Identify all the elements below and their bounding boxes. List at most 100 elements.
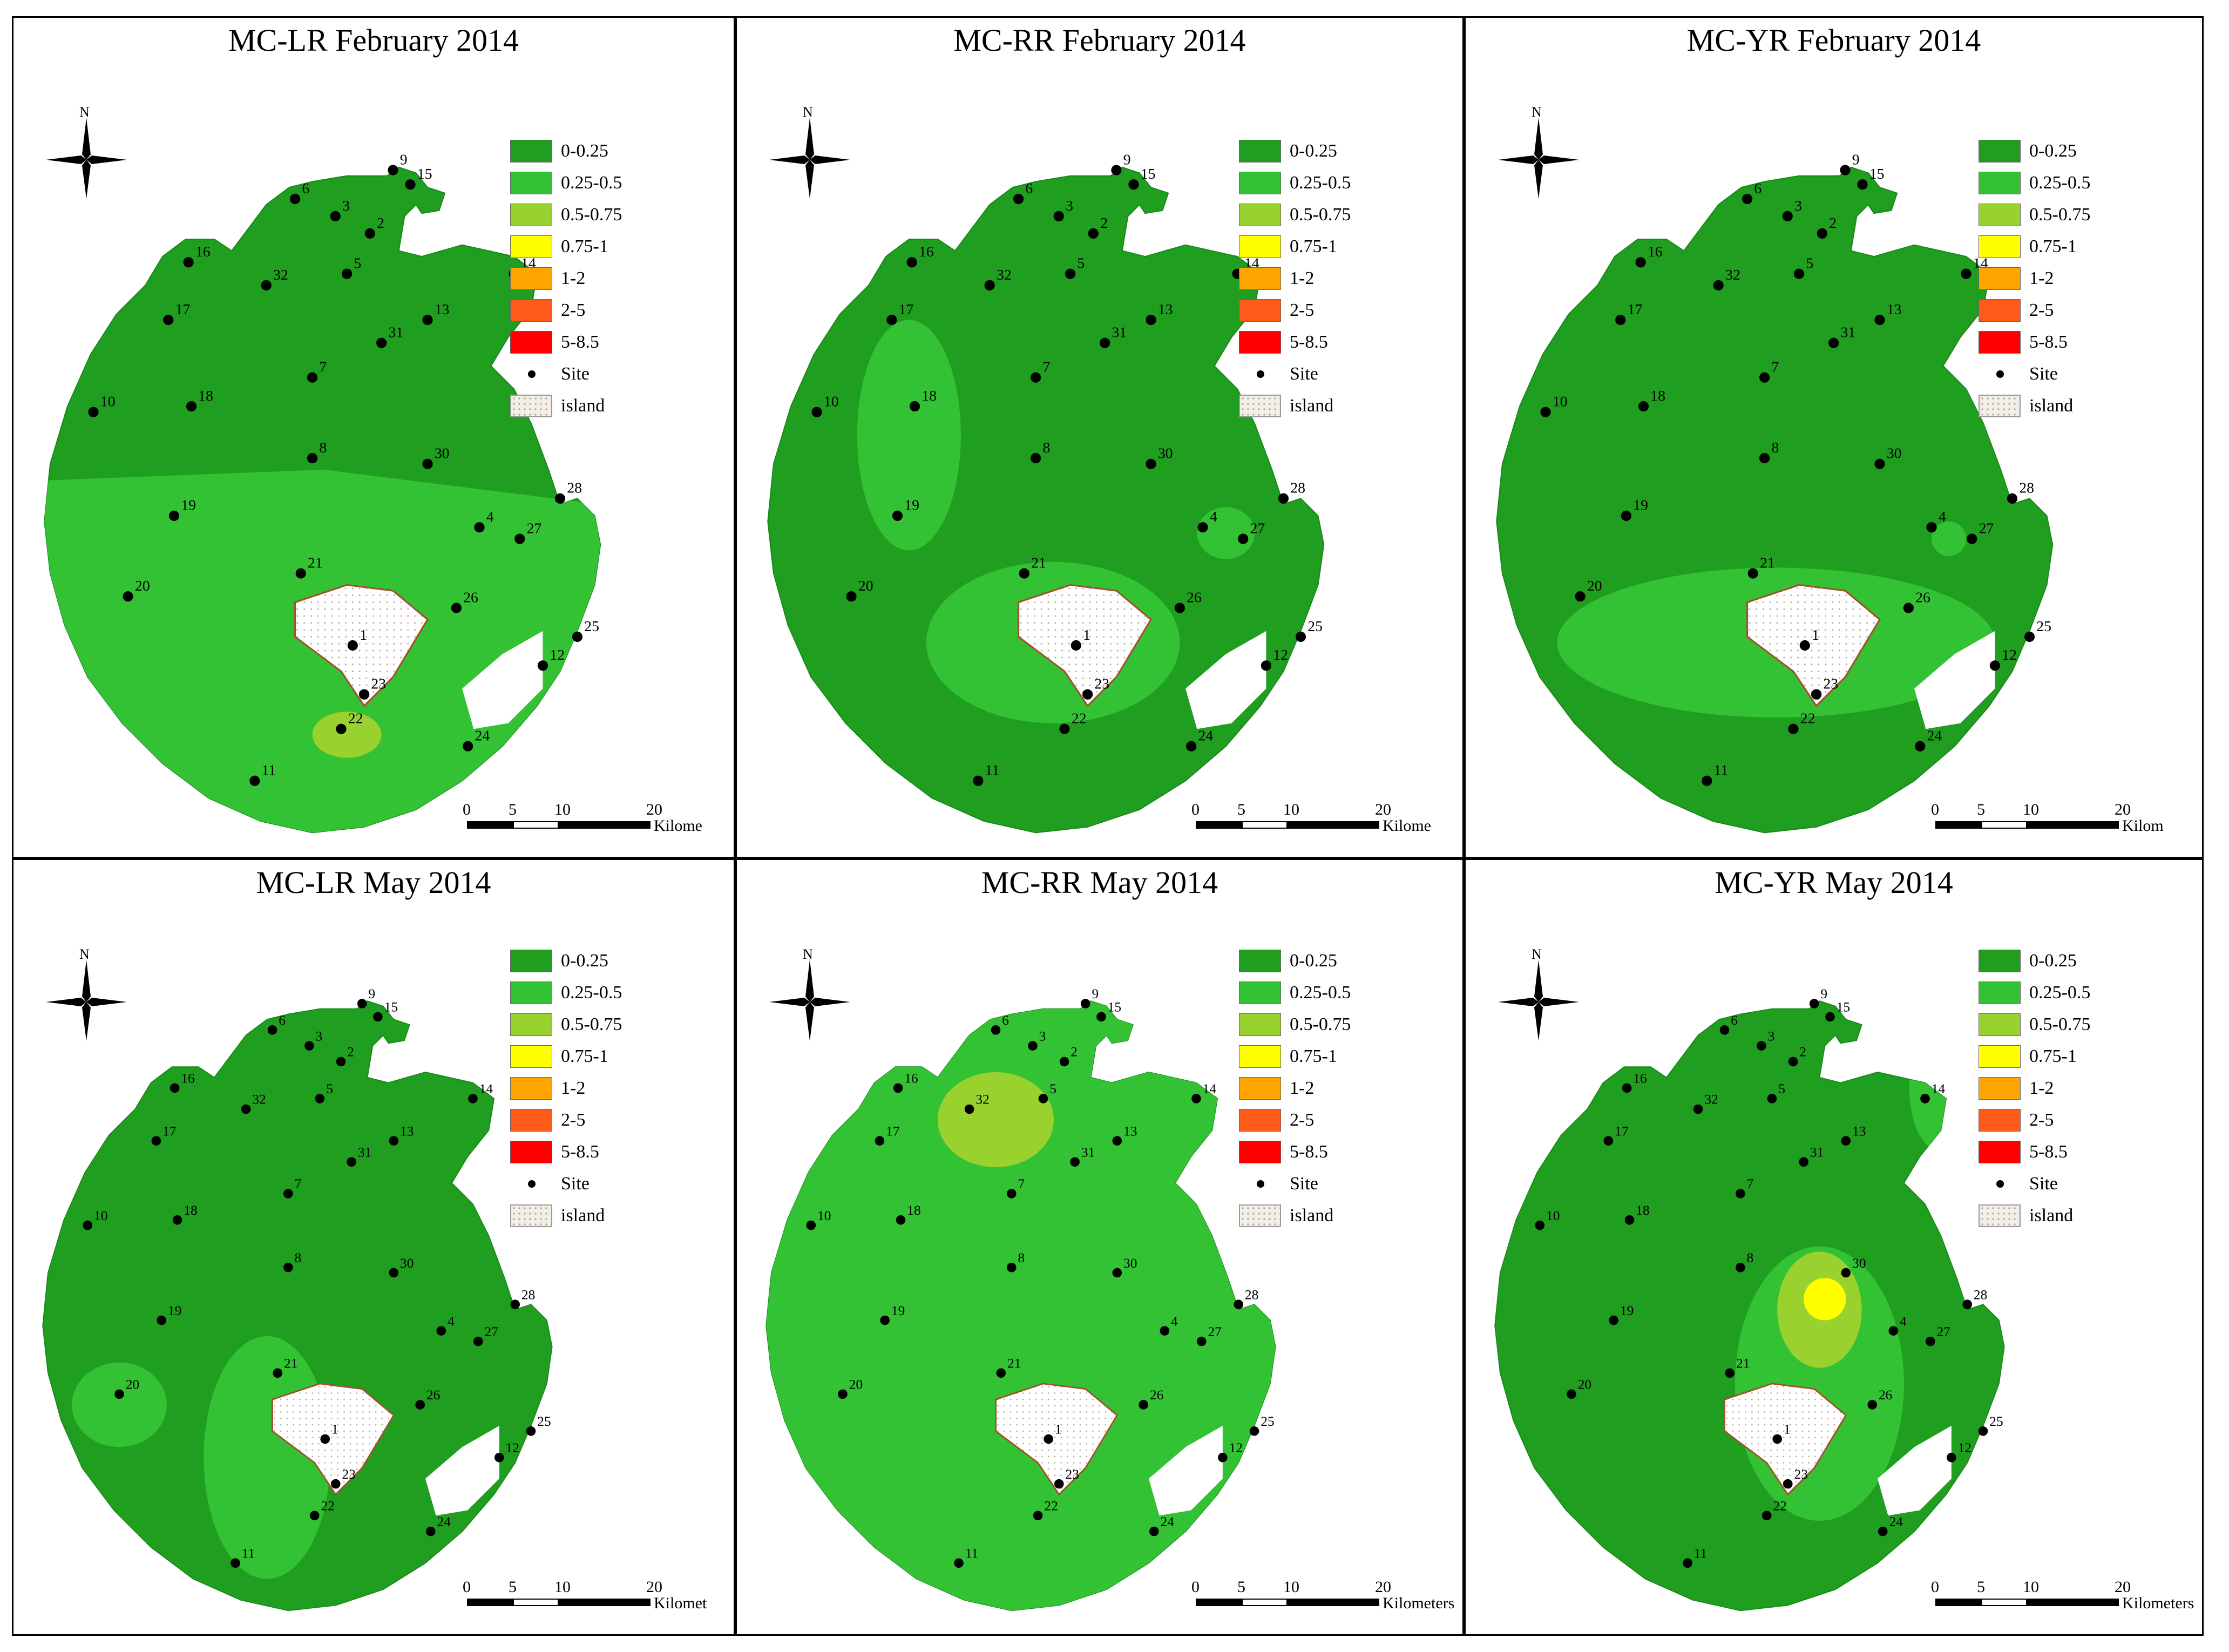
legend-label: 0.5-0.75 <box>1290 205 1351 225</box>
legend-item: 0.75-1 <box>510 232 651 264</box>
scale-bar-segment <box>1288 1599 1379 1606</box>
site-marker <box>283 1189 293 1199</box>
site-marker <box>1915 741 1926 751</box>
site-marker <box>172 1215 182 1225</box>
site-label: 11 <box>242 1546 255 1561</box>
site-label: 9 <box>1092 986 1099 1001</box>
site-label: 12 <box>1958 1440 1971 1455</box>
scale-tick-label: 20 <box>1375 801 1391 818</box>
site-label: 6 <box>279 1013 286 1028</box>
legend-label: 0.25-0.5 <box>1290 173 1351 193</box>
site-label: 1 <box>331 1422 338 1437</box>
site-marker <box>123 591 133 602</box>
scale-tick-label: 20 <box>2115 1578 2131 1596</box>
site-marker <box>389 1268 399 1278</box>
legend-label: Site <box>2029 364 2058 384</box>
site-label: 21 <box>1031 554 1046 571</box>
scale-bar-segment <box>467 821 513 829</box>
legend-label: island <box>561 1206 605 1226</box>
site-label: 18 <box>1636 1203 1649 1218</box>
north-label: N <box>1532 946 1542 962</box>
site-marker <box>163 314 174 326</box>
site-label: 20 <box>126 1377 139 1392</box>
site-label: 20 <box>858 578 873 594</box>
legend-item: 0-0.25 <box>1239 946 1379 978</box>
legend-label: 1-2 <box>1290 268 1315 288</box>
site-label: 23 <box>1794 1467 1808 1482</box>
site-marker <box>289 193 301 205</box>
site-marker <box>954 1558 964 1568</box>
site-marker <box>336 723 347 734</box>
site-label: 28 <box>1974 1287 1987 1302</box>
legend-item: 2-5 <box>1979 1106 2119 1138</box>
site-marker <box>1811 689 1822 700</box>
legend-item: 2-5 <box>1239 296 1379 328</box>
site-label: 1 <box>1812 627 1819 644</box>
legend-item: 0.75-1 <box>1979 232 2119 264</box>
site-label: 10 <box>824 394 839 410</box>
legend-swatch <box>510 1077 552 1100</box>
site-marker <box>1112 1136 1122 1146</box>
legend-item: 5-8.5 <box>1239 328 1379 360</box>
compass-rose-icon <box>46 960 127 1041</box>
scale-unit: Kilome <box>1383 817 1431 835</box>
site-marker <box>510 1299 520 1310</box>
bay <box>1877 1426 1952 1516</box>
bay <box>462 631 543 729</box>
site-label: 16 <box>904 1071 918 1086</box>
site-marker <box>1702 775 1712 786</box>
legend-item: 5-8.5 <box>1239 1138 1379 1169</box>
site-marker <box>273 1368 283 1378</box>
legend-swatch <box>1239 981 1281 1004</box>
site-label: 22 <box>348 710 363 727</box>
site-marker <box>1054 1479 1064 1489</box>
site-marker <box>1719 1025 1730 1035</box>
legend: 0-0.25 0.25-0.5 0.5-0.75 0.75-1 1-2 2-5 5-8.5 S… <box>1239 137 1379 423</box>
site-marker <box>1186 741 1197 751</box>
legend-item: 2-5 <box>1979 296 2119 328</box>
legend-label: 0.75-1 <box>2029 1046 2077 1066</box>
site-label: 1 <box>1083 627 1090 644</box>
legend-swatch <box>510 950 552 972</box>
site-marker <box>451 602 462 613</box>
site-label: 23 <box>1066 1467 1079 1482</box>
site-label: 26 <box>426 1387 440 1403</box>
legend-item: 5-8.5 <box>1979 1138 2119 1169</box>
site-label: 12 <box>2002 647 2017 663</box>
site-label: 16 <box>195 243 211 260</box>
scale-bar-segment <box>559 1599 651 1606</box>
site-label: 17 <box>886 1123 899 1139</box>
north-label: N <box>79 946 90 962</box>
scale-tick-label: 10 <box>1283 801 1299 818</box>
site-marker <box>880 1315 890 1325</box>
site-marker <box>1044 1434 1054 1444</box>
site-label: 15 <box>384 1000 398 1015</box>
site-marker <box>1128 179 1139 190</box>
legend-item: 0.25-0.5 <box>510 978 651 1010</box>
site-label: 1 <box>360 627 367 644</box>
legend-swatch <box>1239 1109 1281 1132</box>
legend-item: 0-0.25 <box>1979 137 2119 168</box>
site-marker <box>1782 211 1793 222</box>
legend-label: 5-8.5 <box>561 332 599 352</box>
site-label: 17 <box>1615 1123 1628 1139</box>
site-marker <box>964 1104 974 1114</box>
site-marker <box>1575 591 1586 602</box>
site-label: 4 <box>448 1314 455 1329</box>
site-marker <box>896 1215 906 1225</box>
site-marker <box>309 1511 320 1521</box>
bay <box>1148 1426 1223 1516</box>
legend-item: 0.25-0.5 <box>1239 168 1379 200</box>
site-label: 7 <box>1747 1176 1754 1191</box>
site-marker <box>973 775 984 786</box>
legend-swatch <box>1979 299 2021 322</box>
north-arrow: N <box>769 946 850 1044</box>
site-marker <box>1065 268 1076 279</box>
legend: 0-0.25 0.25-0.5 0.5-0.75 0.75-1 1-2 2-5 5-8.5 S… <box>510 137 651 423</box>
zone-mid <box>71 1362 167 1447</box>
legend-item: 0.5-0.75 <box>1239 200 1379 232</box>
legend-item-island: island <box>510 1201 651 1233</box>
site-label: 23 <box>1094 676 1109 693</box>
site-label: 3 <box>316 1028 323 1044</box>
